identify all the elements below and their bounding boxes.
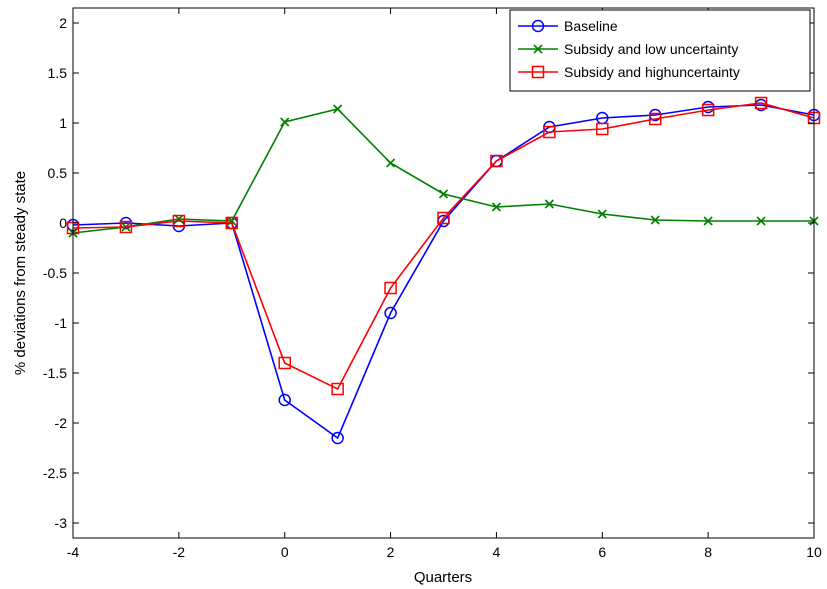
data-point xyxy=(597,209,607,219)
axes-layer: -4 -2 0 2 4 6 8 10 -3 -2.5 -2 -1.5 -1 -0.5 0 0.5 1 1.5 2 xyxy=(43,7,822,560)
y-tick-label: 0 xyxy=(59,215,67,231)
data-point xyxy=(278,356,291,370)
y-axis-title: % deviations from steady state xyxy=(12,171,29,375)
y-tick-label: -2.5 xyxy=(43,465,67,481)
data-point xyxy=(384,306,397,320)
y-tick-label: -0.5 xyxy=(43,265,67,281)
data-point xyxy=(648,112,662,126)
data-point xyxy=(756,216,766,226)
data-point xyxy=(754,96,768,110)
x-tick-label: 4 xyxy=(493,544,501,560)
data-point xyxy=(384,281,397,295)
data-point xyxy=(437,211,450,225)
legend-item: Subsidy and highuncertainty xyxy=(518,64,740,80)
data-point xyxy=(703,216,713,226)
y-tick-label: 1.5 xyxy=(48,65,68,81)
legend-label: Subsidy and low uncertainty xyxy=(564,41,738,57)
series-1 xyxy=(68,104,819,238)
legend-label: Subsidy and highuncertainty xyxy=(564,64,740,80)
data-point xyxy=(225,216,239,230)
legend-box xyxy=(509,9,811,92)
x-axis-title: Quarters xyxy=(414,569,472,586)
data-point xyxy=(701,103,715,117)
data-point xyxy=(543,125,556,139)
data-point xyxy=(490,154,503,168)
data-point xyxy=(119,220,133,234)
x-tick-label: -2 xyxy=(173,544,186,560)
data-point xyxy=(280,117,290,127)
x-tick-label: 6 xyxy=(598,544,606,560)
data-point xyxy=(544,199,554,209)
y-tick-label: -1.5 xyxy=(43,365,67,381)
x-tick-label: -4 xyxy=(67,544,80,560)
y-tick-label: 0.5 xyxy=(48,165,68,181)
x-tick-label: 10 xyxy=(806,544,822,560)
legend: Baseline Subsidy and low uncertainty Subsi… xyxy=(509,9,811,92)
y-tick-label: -3 xyxy=(55,515,68,531)
data-point xyxy=(386,158,396,168)
data-point xyxy=(650,215,660,225)
y-tick-label: 1 xyxy=(59,115,67,131)
x-tick-label: 2 xyxy=(387,544,395,560)
data-point xyxy=(278,393,291,407)
data-point xyxy=(331,431,344,445)
series-line xyxy=(72,104,815,440)
series-2 xyxy=(66,96,821,396)
series-line xyxy=(72,102,815,391)
legend-marker xyxy=(531,19,545,33)
legend-label: Baseline xyxy=(564,18,618,34)
y-tick-label: -1 xyxy=(55,315,68,331)
x-tick-label: 8 xyxy=(704,544,712,560)
data-point xyxy=(172,214,186,228)
legend-item: Baseline xyxy=(518,18,618,34)
legend-marker xyxy=(533,44,543,54)
y-tick-label: 2 xyxy=(59,15,67,31)
data-point xyxy=(596,122,609,136)
data-point xyxy=(333,104,343,114)
legend-marker xyxy=(531,65,545,79)
data-point xyxy=(491,202,501,212)
data-point xyxy=(438,189,449,199)
plot-area xyxy=(73,8,814,538)
data-point xyxy=(331,382,344,396)
legend-item: Subsidy and low uncertainty xyxy=(518,41,738,57)
y-tick-label: -2 xyxy=(55,415,68,431)
series-layer xyxy=(66,96,821,445)
x-tick-label: 0 xyxy=(281,544,289,560)
